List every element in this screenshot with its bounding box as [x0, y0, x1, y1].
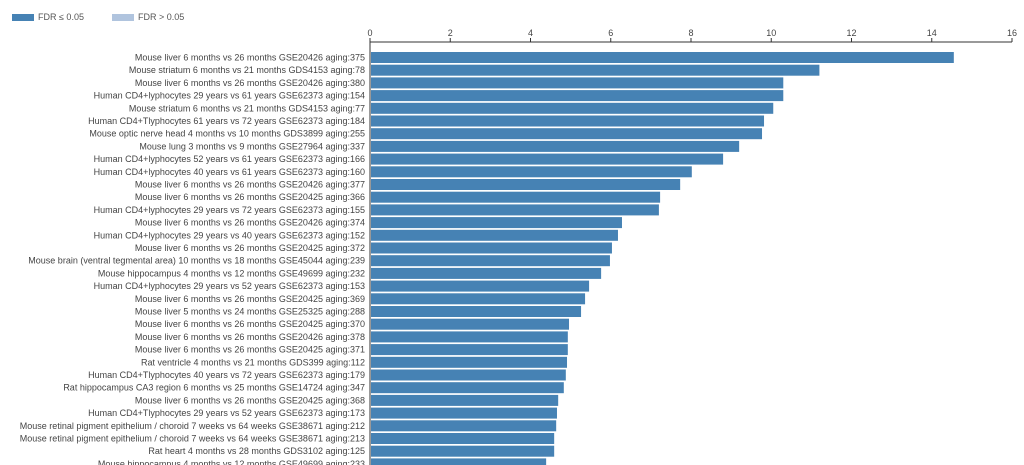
x-tick-label: 0 [367, 28, 372, 38]
category-label: Rat hippocampus CA3 region 6 months vs 2… [63, 383, 365, 393]
category-label: Rat ventricle 4 months vs 21 months GDS3… [141, 357, 365, 367]
category-label: Mouse brain (ventral tegmental area) 10 … [28, 256, 365, 266]
category-label: Rat heart 4 months vs 28 months GDS3102 … [148, 446, 365, 456]
category-label: Mouse retinal pigment epithelium / choro… [20, 421, 365, 431]
category-label: Human CD4+Tlyphocytes 40 years vs 72 yea… [88, 370, 365, 380]
category-label: Mouse liver 6 months vs 26 months GSE204… [135, 319, 365, 329]
legend-item-nonsignificant: FDR > 0.05 [111, 12, 185, 22]
bar [371, 179, 681, 190]
bar [371, 445, 555, 457]
category-label: Mouse striatum 6 months vs 21 months GDS… [129, 103, 365, 113]
bar [371, 306, 582, 317]
legend-label: FDR ≤ 0.05 [38, 12, 84, 22]
bar [371, 191, 661, 203]
bar [371, 293, 586, 305]
category-label: Mouse liver 6 months vs 26 months GSE204… [135, 78, 365, 88]
x-tick-label: 14 [927, 28, 937, 38]
bar [371, 242, 612, 254]
category-label: Mouse liver 6 months vs 26 months GSE204… [135, 395, 365, 405]
bar [371, 382, 564, 394]
x-tick-label: 4 [528, 28, 533, 38]
legend-swatch [111, 13, 134, 21]
bar [371, 140, 740, 152]
x-tick-label: 2 [448, 28, 453, 38]
x-tick-label: 8 [688, 28, 693, 38]
bar [371, 229, 618, 241]
legend-item-significant: FDR ≤ 0.05 [12, 12, 84, 22]
category-label: Human CD4+lyphocytes 29 years vs 52 year… [94, 281, 365, 291]
legend-swatch [12, 13, 34, 21]
category-label: Human CD4+lyphocytes 40 years vs 61 year… [94, 167, 365, 177]
bar [371, 52, 954, 63]
category-label: Mouse hippocampus 4 months vs 12 months … [98, 268, 365, 278]
bar [371, 318, 570, 330]
category-label: Mouse hippocampus 4 months vs 12 months … [98, 459, 365, 465]
x-tick-label: 12 [846, 28, 856, 38]
bar [371, 433, 555, 444]
category-label: Human CD4+lyphocytes 29 years vs 72 year… [94, 205, 365, 215]
category-label: Human CD4+lyphocytes 29 years vs 40 year… [94, 230, 365, 240]
bar [371, 420, 557, 432]
bar [371, 280, 590, 292]
bar [371, 77, 784, 89]
category-label: Mouse liver 6 months vs 26 months GSE204… [135, 243, 365, 253]
category-label: Mouse liver 6 months vs 26 months GSE204… [135, 192, 365, 202]
category-label: Mouse liver 6 months vs 26 months GSE204… [135, 180, 365, 190]
bar [371, 331, 568, 343]
category-label: Mouse retinal pigment epithelium / choro… [20, 434, 365, 444]
category-label: Human CD4+Tlyphocytes 61 years vs 72 yea… [88, 116, 365, 126]
bar [371, 394, 559, 406]
category-label: Mouse optic nerve head 4 months vs 10 mo… [89, 129, 365, 139]
category-label: Mouse liver 5 months vs 24 months GSE253… [135, 307, 365, 317]
category-label: Human CD4+Tlyphocytes 29 years vs 52 yea… [88, 408, 365, 418]
bar [371, 128, 763, 140]
x-tick-label: 16 [1007, 28, 1017, 38]
category-label: Mouse liver 6 months vs 26 months GSE204… [135, 294, 365, 304]
legend-label: FDR > 0.05 [137, 12, 185, 22]
bar [371, 356, 568, 368]
x-tick-label: 10 [766, 28, 776, 38]
legend: FDR ≤ 0.05 FDR > 0.05 [12, 12, 184, 22]
bar [371, 90, 784, 102]
category-label: Mouse liver 6 months vs 26 months GSE204… [135, 218, 365, 228]
category-label: Mouse lung 3 months vs 9 months GSE27964… [139, 141, 365, 151]
category-label: Mouse liver 6 months vs 26 months GSE204… [135, 53, 365, 63]
bar [371, 369, 566, 381]
category-label: Human CD4+lyphocytes 52 years vs 61 year… [94, 154, 365, 164]
category-label: Mouse striatum 6 months vs 21 months GDS… [129, 65, 365, 75]
bar [371, 407, 557, 419]
bar [371, 64, 820, 76]
category-label: Mouse liver 6 months vs 26 months GSE204… [135, 332, 365, 342]
bar [371, 153, 724, 165]
x-tick-label: 6 [608, 28, 613, 38]
bar [371, 255, 610, 267]
bar [371, 217, 622, 229]
bar [371, 267, 602, 279]
category-label: Mouse liver 6 months vs 26 months GSE204… [135, 345, 365, 355]
bar [371, 458, 547, 465]
bar [371, 115, 765, 127]
bar [371, 102, 774, 114]
bar [371, 344, 568, 356]
bar [371, 204, 659, 216]
category-label: Human CD4+lyphocytes 29 years vs 61 year… [94, 91, 365, 101]
bar [371, 166, 692, 178]
